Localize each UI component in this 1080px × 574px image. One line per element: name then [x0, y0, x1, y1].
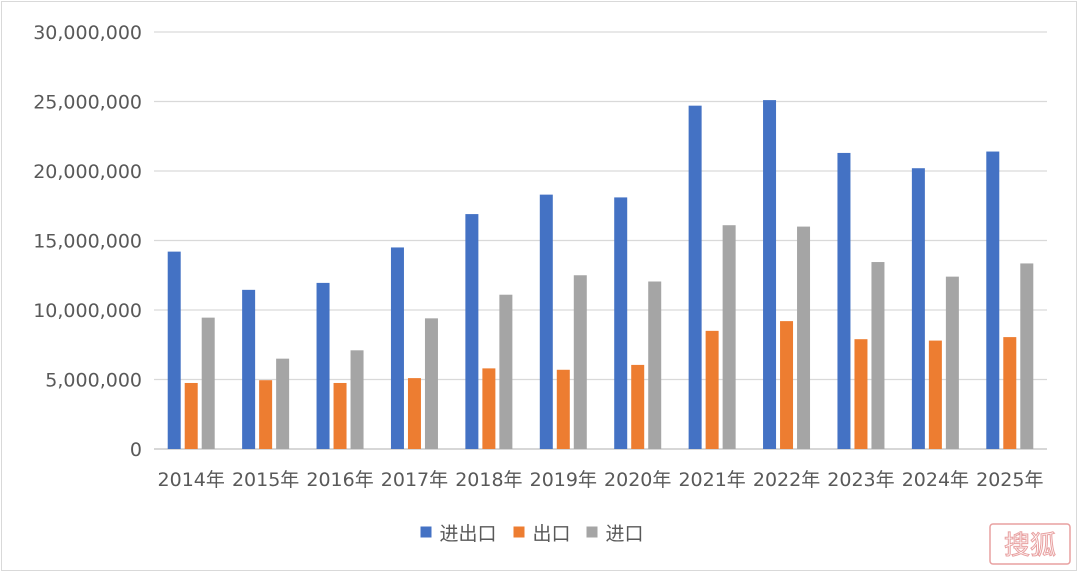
- bar-0-11: [986, 151, 1000, 450]
- bar-2-1: [276, 358, 290, 449]
- legend: 进出口 出口 进口: [420, 523, 644, 545]
- x-tick-label: 2020年: [604, 469, 671, 491]
- x-tick-label: 2017年: [381, 469, 448, 491]
- bar-1-3: [407, 378, 421, 449]
- x-tick-label: 2019年: [530, 469, 597, 491]
- watermark-seal: 搜狐: [989, 523, 1071, 565]
- bar-1-4: [482, 368, 496, 449]
- bar-1-1: [259, 380, 273, 449]
- bar-2-9: [871, 262, 885, 449]
- legend-label: 进口: [606, 523, 644, 545]
- bar-2-8: [797, 226, 811, 449]
- bar-0-0: [167, 251, 181, 449]
- y-tick-label: 20,000,000: [33, 161, 142, 183]
- bar-2-3: [424, 318, 438, 449]
- bar-0-1: [242, 289, 256, 449]
- x-tick-label: 2025年: [976, 469, 1043, 491]
- legend-swatch: [513, 526, 525, 538]
- bar-2-11: [1020, 263, 1034, 449]
- bar-2-2: [350, 350, 364, 449]
- legend-swatch: [586, 526, 598, 538]
- watermark-text: 搜狐: [1004, 531, 1056, 561]
- x-tick-label: 2018年: [455, 469, 522, 491]
- bar-1-11: [1003, 337, 1017, 449]
- y-tick-label: 25,000,000: [33, 92, 142, 114]
- bar-0-10: [911, 168, 925, 449]
- bar-0-5: [539, 194, 553, 449]
- bar-2-0: [201, 317, 215, 449]
- x-tick-label: 2016年: [306, 469, 373, 491]
- legend-label: 进出口: [440, 523, 497, 545]
- bar-2-10: [945, 276, 959, 449]
- bar-1-8: [780, 321, 794, 449]
- x-tick-label: 2015年: [232, 469, 299, 491]
- bars: [167, 100, 1034, 450]
- y-axis-tick-labels: 0 5,000,000 10,000,000 15,000,000 20,000,000…: [33, 22, 142, 461]
- bar-2-7: [722, 225, 736, 449]
- x-tick-label: 2024年: [902, 469, 969, 491]
- bar-0-4: [465, 214, 479, 449]
- watermark-border: [989, 523, 1071, 565]
- bar-2-4: [499, 294, 513, 449]
- bar-2-5: [573, 275, 587, 449]
- bar-0-6: [614, 197, 628, 449]
- bar-1-9: [854, 339, 868, 449]
- y-tick-label: 5,000,000: [45, 370, 142, 392]
- y-tick-label: 15,000,000: [33, 231, 142, 253]
- x-axis-tick-labels: 2014年 2015年 2016年 2017年 2018年 2019年 2020年 2021年…: [158, 469, 1044, 491]
- grid-lines: [154, 31, 1047, 450]
- bar-1-2: [333, 382, 347, 449]
- bar-1-5: [556, 369, 570, 449]
- bar-0-8: [763, 100, 777, 450]
- y-tick-label: 0: [130, 439, 142, 461]
- legend-label: 出口: [533, 523, 571, 545]
- y-tick-label: 30,000,000: [33, 22, 142, 44]
- bar-0-3: [390, 247, 404, 449]
- bar-1-10: [928, 340, 942, 449]
- bar-1-7: [705, 330, 719, 449]
- x-tick-label: 2014年: [158, 469, 225, 491]
- bar-1-0: [184, 382, 198, 449]
- y-tick-label: 10,000,000: [33, 300, 142, 322]
- legend-swatch: [420, 526, 432, 538]
- bar-0-7: [688, 105, 702, 450]
- bar-1-6: [631, 364, 645, 449]
- x-tick-label: 2021年: [678, 469, 745, 491]
- bar-0-2: [316, 282, 330, 449]
- bar-0-9: [837, 152, 851, 449]
- x-tick-label: 2023年: [827, 469, 894, 491]
- x-tick-label: 2022年: [753, 469, 820, 491]
- bar-2-6: [648, 281, 662, 449]
